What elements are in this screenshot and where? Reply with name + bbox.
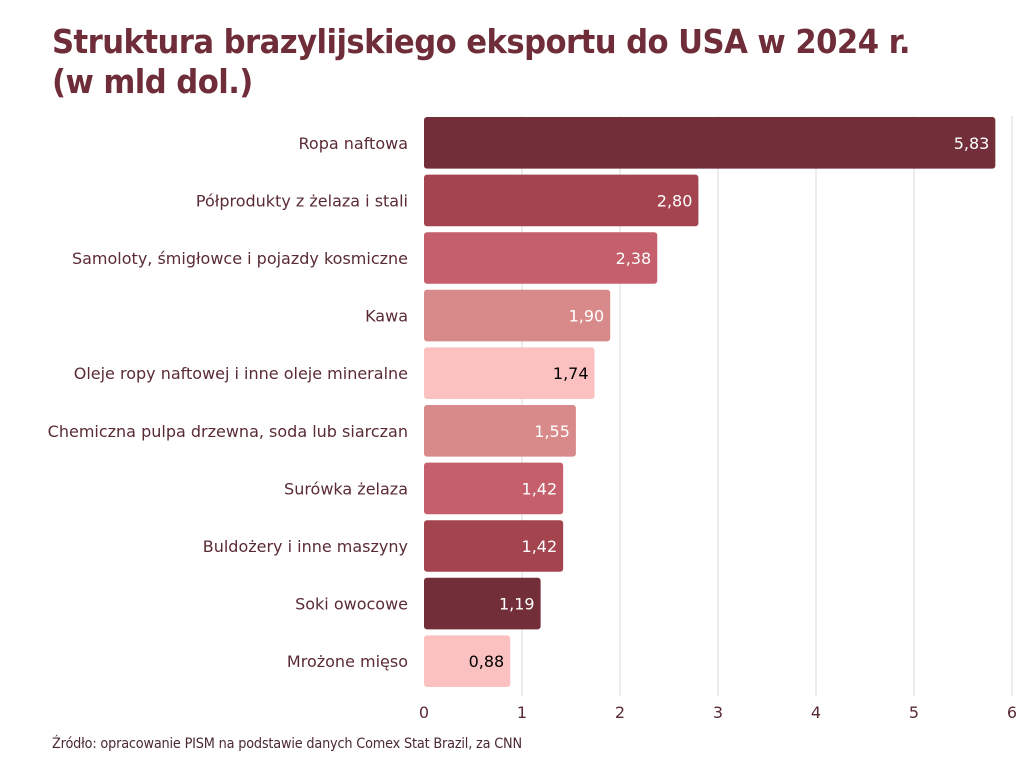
value-label: 1,42	[522, 479, 558, 498]
x-tick-label: 1	[517, 703, 527, 722]
value-label: 1,55	[534, 422, 570, 441]
x-tick-label: 2	[615, 703, 625, 722]
value-label: 5,83	[954, 134, 990, 153]
chart-title-line1: Struktura brazylijskiego eksportu do USA…	[52, 22, 911, 61]
x-tick-label: 3	[713, 703, 723, 722]
x-tick-label: 5	[909, 703, 919, 722]
category-label: Kawa	[365, 307, 408, 326]
category-label: Buldożery i inne maszyny	[203, 537, 408, 556]
source-note: Źródło: opracowanie PISM na podstawie da…	[52, 736, 522, 752]
value-label: 2,38	[616, 249, 652, 268]
bar	[424, 635, 511, 687]
bar	[424, 577, 541, 630]
bar	[424, 232, 658, 284]
bar	[424, 289, 611, 342]
category-label: Ropa naftowa	[299, 134, 408, 153]
bar	[424, 117, 996, 169]
x-tick-label: 4	[811, 703, 821, 722]
bar	[424, 174, 699, 227]
category-label: Samoloty, śmigłowce i pojazdy kosmiczne	[72, 249, 408, 268]
bar	[424, 462, 564, 515]
bar	[424, 520, 564, 572]
value-label: 1,42	[522, 537, 558, 556]
x-axis-ticks: 0 1 2 3 4 5 6	[419, 703, 1017, 722]
value-label: 1,74	[553, 364, 589, 383]
chart-title: Struktura brazylijskiego eksportu do USA…	[52, 22, 911, 102]
x-tick-label: 0	[419, 703, 429, 722]
value-label: 1,90	[569, 307, 605, 326]
category-labels: Ropa naftowa Półprodukty z żelaza i stali…	[48, 134, 408, 671]
category-label: Oleje ropy naftowej i inne oleje mineral…	[74, 364, 408, 383]
x-tick-label: 6	[1007, 703, 1017, 722]
category-label: Chemiczna pulpa drzewna, soda lub siarcz…	[48, 422, 408, 441]
bar	[424, 405, 576, 457]
category-label: Soki owocowe	[295, 595, 408, 614]
bar	[424, 347, 595, 399]
value-label: 2,80	[657, 191, 693, 210]
value-label: 1,19	[499, 595, 535, 614]
category-label: Półprodukty z żelaza i stali	[196, 191, 408, 210]
category-label: Mrożone mięso	[287, 652, 408, 671]
category-label: Surówka żelaza	[284, 479, 408, 498]
value-label: 0,88	[469, 652, 505, 671]
value-labels: 5,83 2,80 2,38 1,90 1,74 1,55 1,42 1,42 1,19 0,88	[469, 134, 990, 671]
chart-title-line2: (w mld dol.)	[52, 62, 253, 101]
bars	[424, 117, 996, 687]
